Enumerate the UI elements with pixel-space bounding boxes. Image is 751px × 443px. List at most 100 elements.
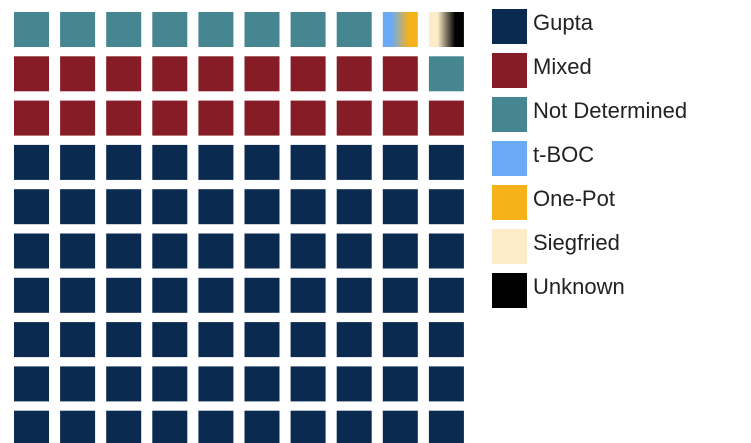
legend-swatch-one-pot — [492, 185, 527, 220]
waffle-cell-gupta — [244, 277, 280, 313]
waffle-cell-gupta — [198, 189, 234, 225]
waffle-cell-not-determined — [198, 12, 234, 47]
legend-label-unknown: Unknown — [533, 274, 625, 299]
waffle-cell-mixed — [14, 100, 49, 136]
waffle-cell-not-determined — [428, 56, 464, 92]
waffle-cell-gupta — [382, 144, 418, 180]
waffle-cell-gupta — [198, 366, 234, 402]
legend-item-one-pot: One-Pot — [492, 185, 687, 229]
waffle-cell-gupta — [106, 322, 142, 358]
waffle-cell-mixed — [198, 56, 234, 92]
waffle-cell-gupta — [14, 233, 49, 269]
waffle-cell-gupta — [382, 277, 418, 313]
waffle-chart — [14, 12, 464, 443]
waffle-cell-siegfried-unknown — [428, 12, 464, 47]
waffle-cell-gupta — [14, 144, 49, 180]
legend-label-gupta: Gupta — [533, 10, 593, 35]
waffle-cell-gupta — [198, 410, 234, 443]
legend-swatch-t-boc — [492, 141, 527, 176]
legend-item-siegfried: Siegfried — [492, 229, 687, 273]
waffle-cell-gupta — [152, 144, 188, 180]
waffle-cell-gupta — [106, 410, 142, 443]
waffle-cell-gupta — [60, 366, 96, 402]
waffle-cell-gupta — [382, 189, 418, 225]
waffle-cell-mixed — [290, 56, 326, 92]
waffle-cell-gupta — [198, 233, 234, 269]
waffle-cell-gupta — [290, 366, 326, 402]
waffle-cell-mixed — [106, 100, 142, 136]
waffle-cell-gupta — [290, 322, 326, 358]
legend-item-mixed: Mixed — [492, 53, 687, 97]
waffle-cell-gupta — [14, 189, 49, 225]
legend-label-one-pot: One-Pot — [533, 186, 615, 211]
waffle-cell-gupta — [106, 366, 142, 402]
waffle-cell-mixed — [60, 56, 96, 92]
waffle-cell-gupta — [198, 277, 234, 313]
waffle-cell-gupta — [382, 410, 418, 443]
waffle-cell-gupta — [152, 233, 188, 269]
waffle-cell-gupta — [198, 322, 234, 358]
waffle-cell-gupta — [428, 366, 464, 402]
waffle-cell-not-determined — [290, 12, 326, 47]
waffle-cell-gupta — [290, 233, 326, 269]
waffle-cell-mixed — [290, 100, 326, 136]
waffle-cell-not-determined — [336, 12, 372, 47]
waffle-cell-mixed — [152, 100, 188, 136]
legend-item-unknown: Unknown — [492, 273, 687, 317]
legend-item-t-boc: t-BOC — [492, 141, 687, 185]
waffle-cell-gupta — [152, 322, 188, 358]
waffle-cell-gupta — [106, 233, 142, 269]
waffle-cell-gupta — [244, 322, 280, 358]
waffle-cell-gupta — [106, 277, 142, 313]
legend-label-not-determined: Not Determined — [533, 98, 688, 123]
waffle-cell-gupta — [290, 277, 326, 313]
legend-label-t-boc: t-BOC — [533, 142, 595, 167]
waffle-cell-gupta — [14, 410, 49, 443]
waffle-cell-gupta — [60, 233, 96, 269]
waffle-cell-gupta — [336, 410, 372, 443]
waffle-cell-gupta — [106, 189, 142, 225]
waffle-cell-gupta — [428, 144, 464, 180]
waffle-cell-mixed — [382, 100, 418, 136]
legend-label-mixed: Mixed — [533, 54, 592, 79]
waffle-cell-mixed — [244, 100, 280, 136]
waffle-cell-gupta — [244, 410, 280, 443]
waffle-cell-not-determined — [60, 12, 96, 47]
waffle-cell-gupta — [336, 322, 372, 358]
waffle-cell-gupta — [428, 189, 464, 225]
waffle-cell-gupta — [244, 366, 280, 402]
waffle-cell-gupta — [244, 144, 280, 180]
waffle-cell-gupta — [14, 277, 49, 313]
waffle-cell-mixed — [14, 56, 49, 92]
waffle-cell-mixed — [336, 56, 372, 92]
waffle-cell-gupta — [336, 366, 372, 402]
waffle-cell-gupta — [290, 189, 326, 225]
waffle-cell-mixed — [428, 100, 464, 136]
waffle-cell-gupta — [60, 189, 96, 225]
waffle-cell-gupta — [428, 233, 464, 269]
waffle-cell-gupta — [152, 366, 188, 402]
waffle-cell-gupta — [428, 277, 464, 313]
legend-swatch-not-determined — [492, 97, 527, 132]
waffle-cell-gupta — [60, 410, 96, 443]
waffle-cell-gupta — [382, 366, 418, 402]
waffle-cell-gupta — [60, 277, 96, 313]
waffle-cell-gupta — [336, 189, 372, 225]
waffle-cell-gupta — [336, 277, 372, 313]
waffle-cell-mixed — [336, 100, 372, 136]
waffle-cell-mixed — [152, 56, 188, 92]
legend-swatch-gupta — [492, 9, 527, 44]
legend-label-siegfried: Siegfried — [533, 230, 620, 255]
waffle-cell-not-determined — [106, 12, 142, 47]
legend-item-not-determined: Not Determined — [492, 97, 687, 141]
legend-swatch-siegfried — [492, 229, 527, 264]
waffle-cell-mixed — [382, 56, 418, 92]
waffle-cell-gupta — [428, 322, 464, 358]
waffle-cell-not-determined — [14, 12, 49, 47]
waffle-cell-gupta — [106, 144, 142, 180]
waffle-cell-mixed — [60, 100, 96, 136]
waffle-cell-gupta — [152, 277, 188, 313]
waffle-cell-gupta — [152, 189, 188, 225]
waffle-cell-gupta — [198, 144, 234, 180]
waffle-cell-mixed — [198, 100, 234, 136]
